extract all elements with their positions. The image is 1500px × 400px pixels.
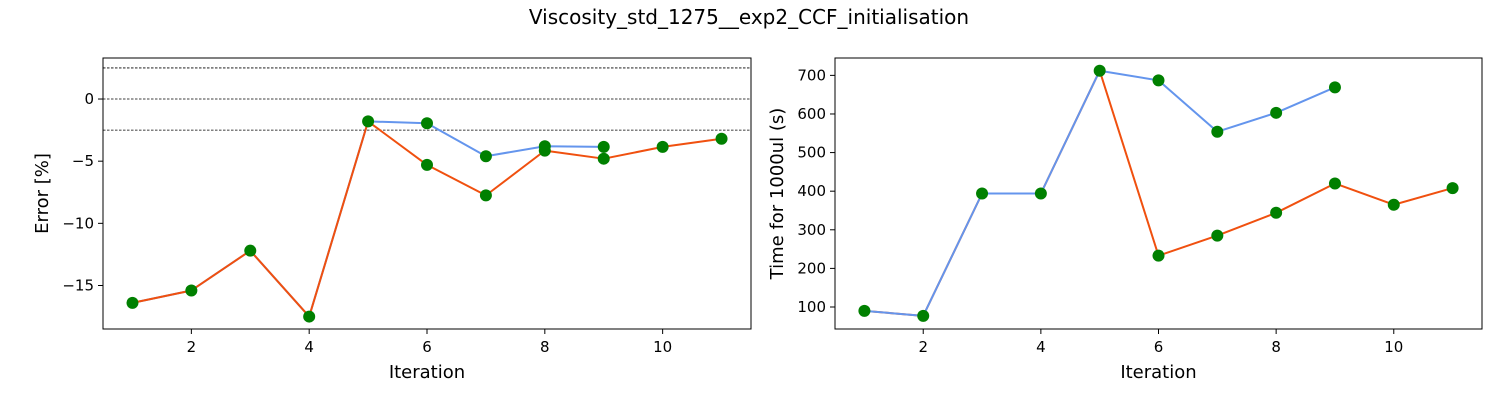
time-y-tick-label: 600 — [797, 105, 826, 123]
time-y-tick-label: 100 — [797, 298, 826, 316]
error-y-axis-label: Error [%] — [32, 153, 53, 234]
error-data-point — [479, 150, 492, 163]
time-data-point — [1328, 81, 1341, 94]
error-x-tick-label: 10 — [653, 338, 672, 356]
error-series-line-0 — [132, 120, 604, 318]
error-series-line-1 — [132, 120, 722, 318]
error-data-point — [421, 117, 433, 130]
figure-title: Viscosity_std_1275__exp2_CCF_initialisat… — [529, 5, 969, 29]
time-y-tick-label: 200 — [797, 259, 826, 277]
error-x-axis-label: Iteration — [389, 362, 465, 383]
error-data-point — [303, 310, 316, 323]
time-x-tick-label: 2 — [918, 338, 928, 356]
error-y-tick-label: −5 — [72, 152, 94, 170]
time-data-point — [1211, 125, 1224, 138]
error-data-point — [538, 140, 551, 153]
time-data-point — [917, 309, 930, 322]
time-series-line-1 — [864, 69, 1336, 317]
time-y-axis-label: Time for 1000ul (s) — [767, 108, 788, 281]
error-y-tick-label: −10 — [62, 214, 94, 232]
error-x-tick-label: 2 — [187, 338, 197, 356]
error-data-point — [244, 244, 257, 257]
error-x-tick-label: 8 — [540, 338, 550, 356]
time-data-point — [1328, 177, 1341, 190]
time-data-point — [1152, 74, 1165, 87]
time-data-point — [1270, 106, 1283, 119]
time-data-point — [1270, 206, 1283, 219]
error-y-tick-label: 0 — [84, 90, 94, 108]
time-series-line-0 — [864, 69, 1453, 317]
time-data-point — [1387, 198, 1400, 211]
error-data-point — [597, 140, 610, 153]
time-data-point — [1034, 187, 1047, 200]
time-data-point — [1446, 182, 1459, 195]
error-data-point — [715, 132, 728, 145]
error-data-point — [185, 284, 198, 297]
error-data-point — [362, 115, 375, 128]
time-y-tick-label: 400 — [797, 182, 826, 200]
time-x-axis-label: Iteration — [1120, 362, 1196, 383]
time-data-point — [976, 187, 989, 200]
time-x-tick-label: 10 — [1384, 338, 1403, 356]
error-data-point — [421, 158, 433, 171]
error-chart: 2 4 6 8 10 −15 −10 −5 0 Iteration Error [%] — [32, 57, 752, 383]
time-plot-frame — [834, 57, 1483, 330]
time-data-point — [1211, 229, 1224, 242]
error-data-point — [597, 152, 610, 165]
time-x-tick-label: 4 — [1036, 338, 1046, 356]
time-y-tick-label: 700 — [797, 66, 826, 84]
time-chart: 2 4 6 8 10 100 200 300 400 500 600 700 Iteration Time… — [767, 57, 1483, 383]
time-x-tick-label: 6 — [1154, 338, 1164, 356]
error-data-point — [656, 140, 669, 153]
time-data-point — [1093, 64, 1106, 77]
error-x-tick-label: 4 — [304, 338, 314, 356]
error-data-point — [479, 189, 492, 202]
time-y-tick-label: 300 — [797, 221, 826, 239]
error-data-point — [126, 296, 139, 309]
time-y-tick-label: 500 — [797, 144, 826, 162]
error-y-tick-label: −15 — [62, 276, 94, 294]
time-data-point — [1152, 249, 1165, 262]
time-data-point — [858, 304, 871, 317]
error-x-tick-label: 6 — [422, 338, 432, 356]
time-x-tick-label: 8 — [1271, 338, 1281, 356]
